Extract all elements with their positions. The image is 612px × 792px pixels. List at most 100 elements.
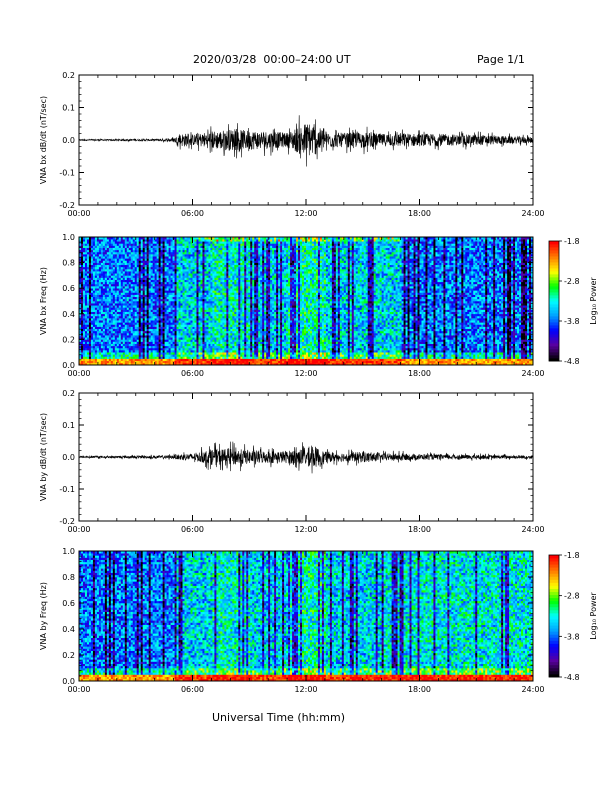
heatmap-cell bbox=[142, 251, 146, 255]
heatmap-cell bbox=[216, 271, 219, 274]
heatmap-cell bbox=[226, 352, 229, 355]
heatmap-cell bbox=[120, 266, 124, 270]
heatmap-cell bbox=[178, 330, 181, 334]
heatmap-cell bbox=[238, 337, 241, 340]
heatmap-cell bbox=[112, 320, 116, 323]
heatmap-cell bbox=[232, 249, 235, 253]
heatmap-cell bbox=[222, 290, 225, 293]
heatmap-cell bbox=[82, 241, 86, 244]
heatmap-cell bbox=[210, 294, 213, 298]
heatmap-cell bbox=[216, 249, 219, 253]
heatmap-cell bbox=[216, 326, 219, 330]
heatmap-cell bbox=[122, 288, 126, 291]
heatmap-cell bbox=[236, 251, 239, 255]
heatmap-cell bbox=[170, 352, 173, 355]
heatmap-cell bbox=[162, 320, 165, 323]
heatmap-cell bbox=[214, 298, 217, 302]
heatmap-cell bbox=[222, 315, 225, 319]
heatmap-cell bbox=[108, 283, 112, 287]
heatmap-cell bbox=[166, 283, 169, 287]
heatmap-cell bbox=[182, 333, 185, 336]
heatmap-cell bbox=[92, 354, 96, 357]
heatmap-cell bbox=[130, 251, 134, 255]
heatmap-cell bbox=[128, 281, 132, 285]
heatmap-cell bbox=[164, 318, 167, 321]
heatmap-cell bbox=[218, 247, 221, 251]
heatmap-cell bbox=[92, 277, 96, 280]
heatmap-cell bbox=[160, 264, 163, 268]
heatmap-cell bbox=[124, 286, 128, 289]
heatmap-cell bbox=[180, 269, 183, 272]
heatmap-cell bbox=[214, 247, 217, 251]
heatmap-cell bbox=[212, 243, 215, 246]
heatmap-cell bbox=[134, 320, 138, 323]
heatmap-cell bbox=[206, 239, 209, 242]
heatmap-cell bbox=[154, 339, 157, 342]
heatmap-cell bbox=[174, 337, 177, 340]
heatmap-cell bbox=[146, 290, 149, 293]
heatmap-cell bbox=[226, 281, 229, 285]
heatmap-cell bbox=[170, 356, 173, 359]
heatmap-cell bbox=[212, 345, 215, 349]
heatmap-cell bbox=[178, 350, 181, 353]
heatmap-cell bbox=[164, 271, 167, 274]
heatmap-cell bbox=[122, 290, 126, 293]
heatmap-cell bbox=[186, 341, 189, 344]
heatmap-cell bbox=[138, 273, 142, 276]
heatmap-cell bbox=[138, 258, 142, 261]
heatmap-cell bbox=[216, 305, 219, 308]
heatmap-cell bbox=[190, 273, 193, 276]
heatmap-cell bbox=[170, 337, 173, 340]
heatmap-cell bbox=[230, 279, 233, 283]
heatmap-cell bbox=[156, 283, 159, 287]
heatmap-cell bbox=[154, 249, 157, 253]
heatmap-cell bbox=[100, 241, 104, 244]
heatmap-cell bbox=[154, 307, 157, 310]
heatmap-cell bbox=[110, 318, 114, 321]
heatmap-cell bbox=[172, 309, 175, 312]
heatmap-cell bbox=[212, 326, 215, 330]
heatmap-cell bbox=[156, 339, 159, 342]
heatmap-cell bbox=[108, 279, 112, 283]
heatmap-cell bbox=[108, 350, 112, 353]
heatmap-cell bbox=[214, 243, 217, 246]
heatmap-cell bbox=[184, 290, 187, 293]
heatmap-cell bbox=[156, 350, 159, 353]
heatmap-cell bbox=[112, 326, 116, 330]
heatmap-cell bbox=[114, 326, 118, 330]
heatmap-cell bbox=[206, 281, 209, 285]
heatmap-cell bbox=[234, 266, 237, 270]
heatmap-cell bbox=[134, 307, 138, 310]
heatmap-cell bbox=[238, 339, 241, 342]
heatmap-cell bbox=[204, 271, 207, 274]
heatmap-cell bbox=[160, 247, 163, 251]
heatmap-cell bbox=[176, 264, 179, 268]
heatmap-cell bbox=[228, 301, 231, 304]
heatmap-cell bbox=[200, 294, 203, 298]
heatmap-cell bbox=[110, 337, 114, 340]
heatmap-cell bbox=[212, 275, 215, 278]
heatmap-cell bbox=[180, 249, 183, 253]
heatmap-cell bbox=[96, 339, 100, 342]
heatmap-cell bbox=[104, 326, 108, 330]
heatmap-cell bbox=[140, 311, 144, 315]
heatmap-cell bbox=[166, 301, 169, 304]
heatmap-cell bbox=[168, 303, 171, 306]
heatmap-cell bbox=[238, 360, 241, 364]
heatmap-cell bbox=[158, 335, 161, 338]
heatmap-cell bbox=[176, 279, 179, 283]
heatmap-cell bbox=[198, 260, 201, 263]
heatmap-cell bbox=[204, 256, 207, 259]
heatmap-cell bbox=[224, 324, 227, 327]
heatmap-cell bbox=[212, 307, 215, 310]
heatmap-cell bbox=[176, 328, 179, 332]
heatmap-cell bbox=[144, 251, 147, 255]
heatmap-cell bbox=[222, 264, 225, 268]
heatmap-cell bbox=[122, 303, 126, 306]
heatmap-cell bbox=[126, 315, 130, 319]
heatmap-cell bbox=[114, 298, 118, 302]
heatmap-cell bbox=[126, 303, 130, 306]
heatmap-cell bbox=[79, 301, 82, 304]
heatmap-cell bbox=[230, 326, 233, 330]
heatmap-cell bbox=[148, 249, 151, 253]
